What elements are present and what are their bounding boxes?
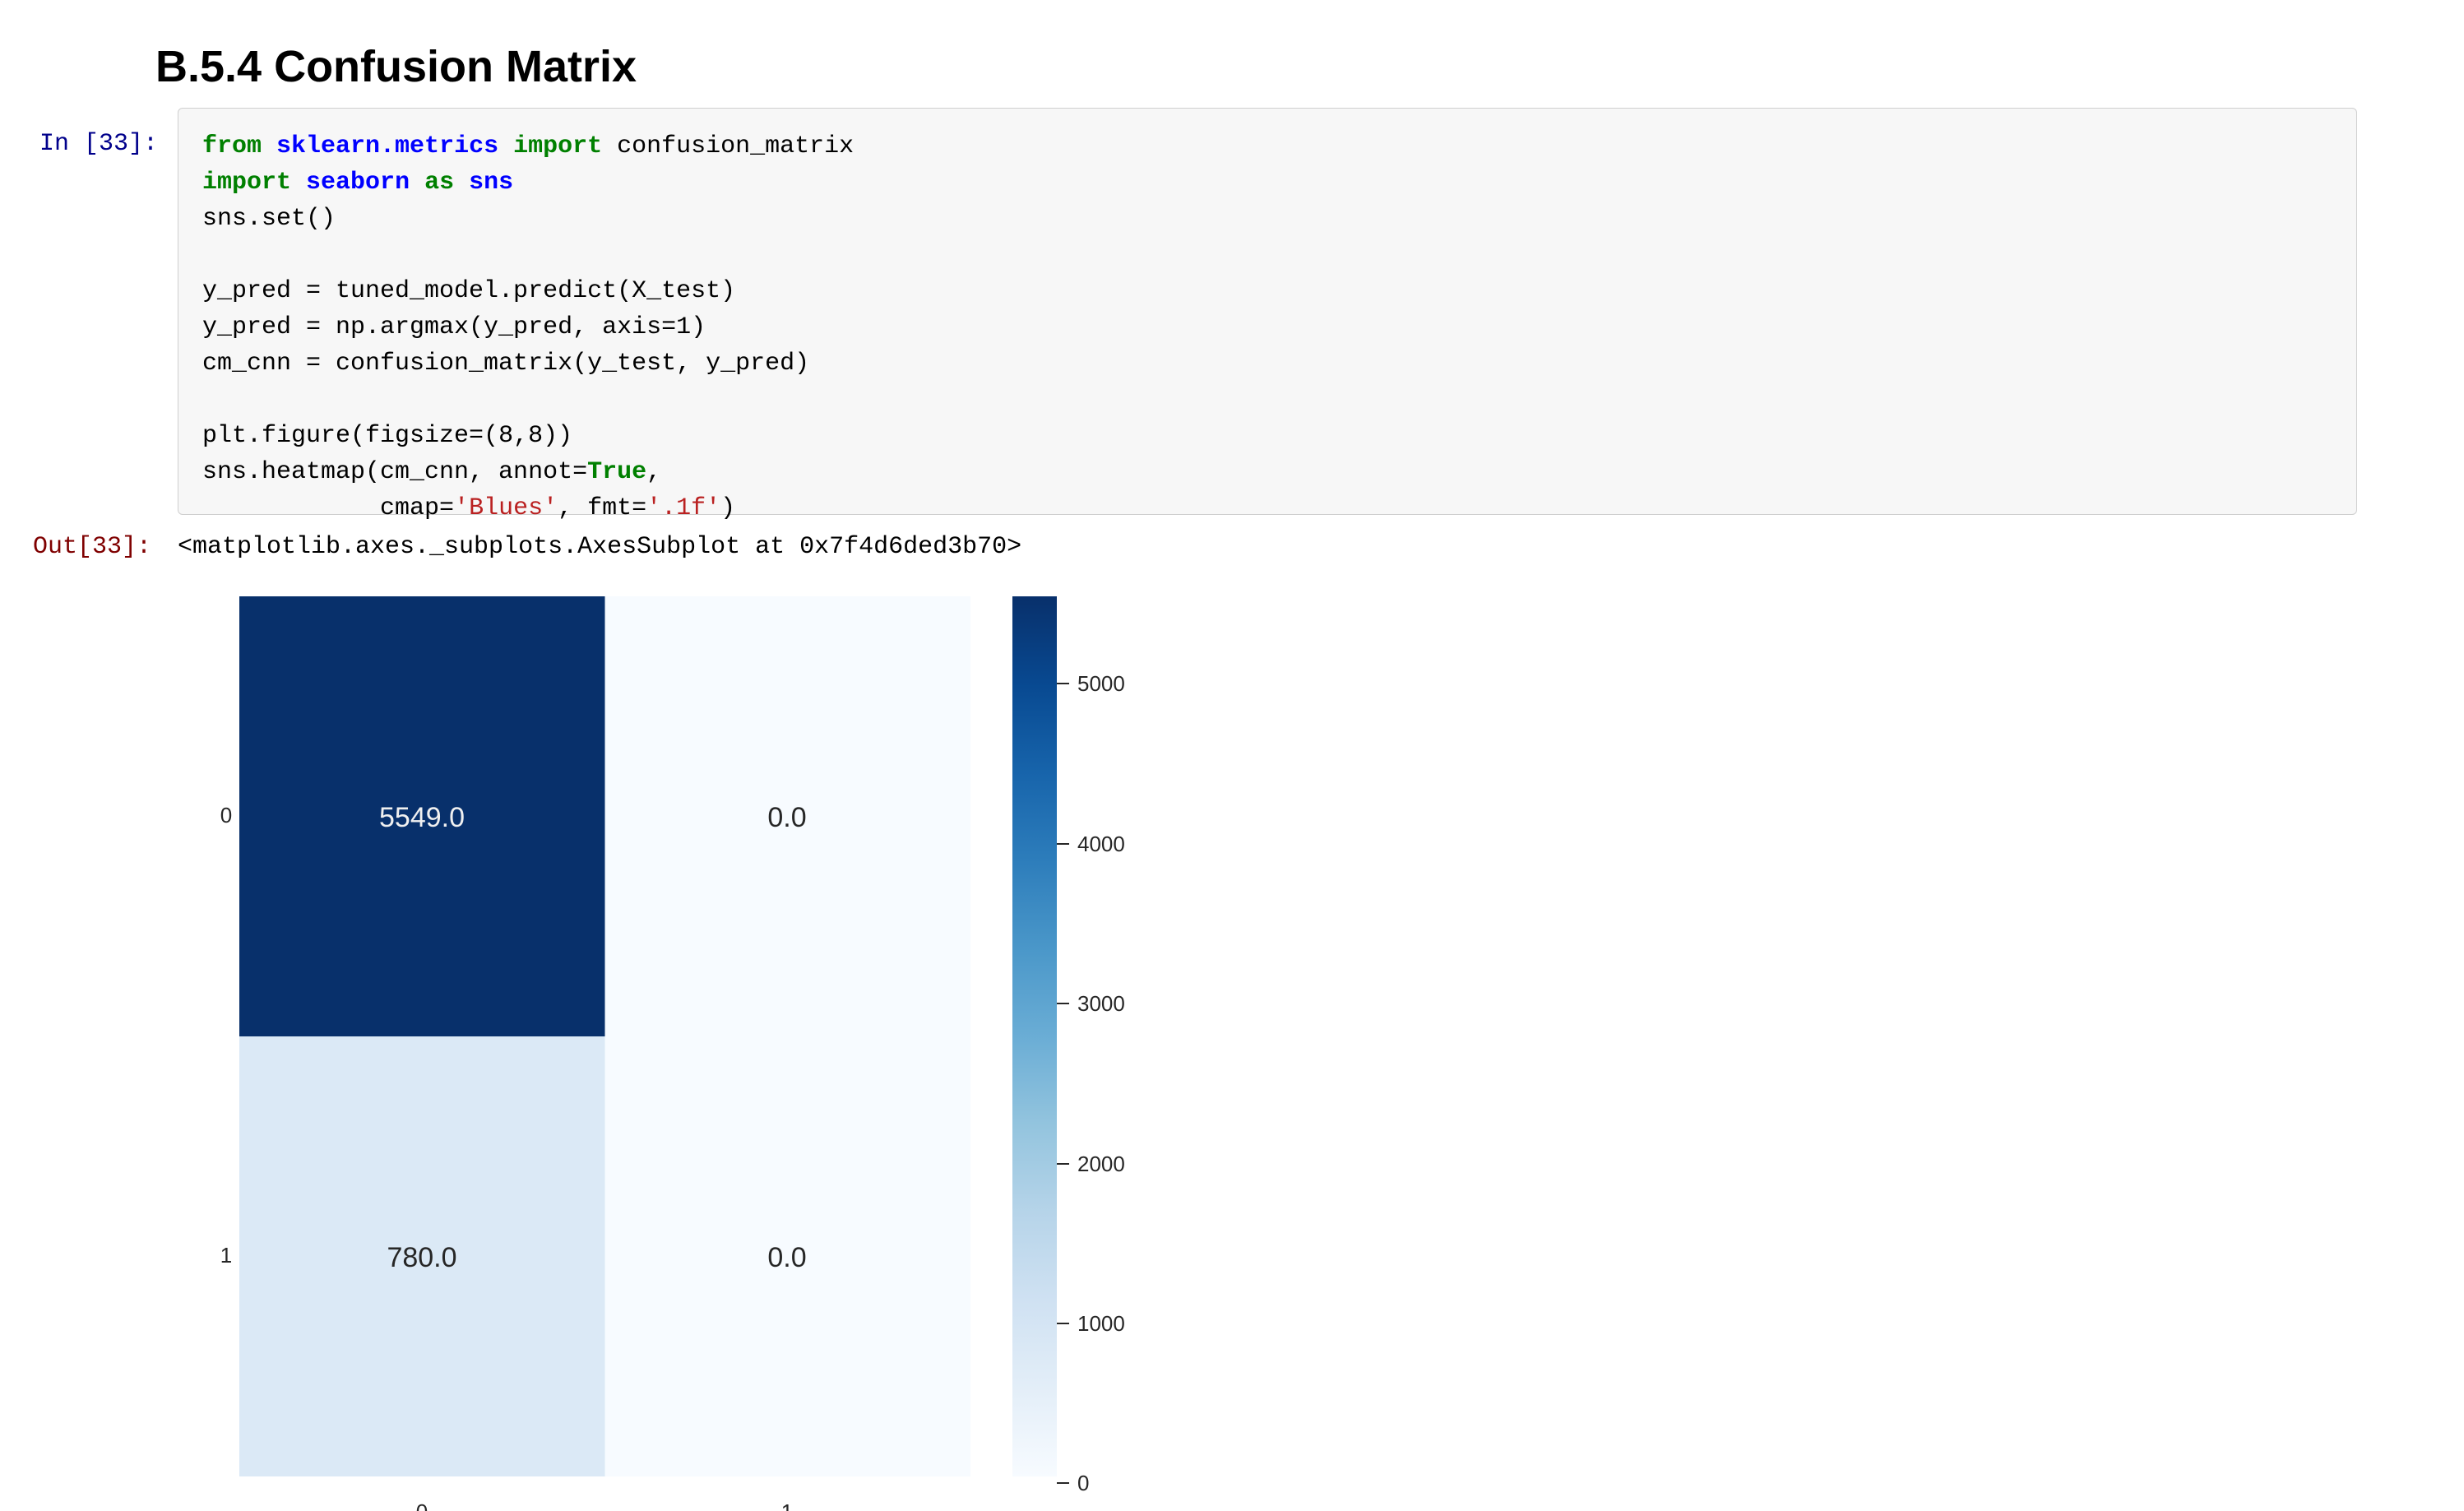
svg-text:5000: 5000 [1077,671,1125,696]
svg-text:1: 1 [781,1499,793,1511]
svg-text:2000: 2000 [1077,1152,1125,1176]
svg-text:0: 0 [1077,1471,1089,1495]
svg-text:0.0: 0.0 [767,1242,806,1273]
svg-text:0: 0 [416,1499,428,1511]
svg-text:0.0: 0.0 [767,802,806,833]
svg-text:1000: 1000 [1077,1311,1125,1336]
svg-text:5549.0: 5549.0 [379,802,465,833]
svg-text:3000: 3000 [1077,991,1125,1016]
svg-text:1: 1 [220,1243,232,1268]
svg-text:0: 0 [220,803,232,827]
svg-text:780.0: 780.0 [387,1242,456,1273]
svg-text:4000: 4000 [1077,832,1125,856]
